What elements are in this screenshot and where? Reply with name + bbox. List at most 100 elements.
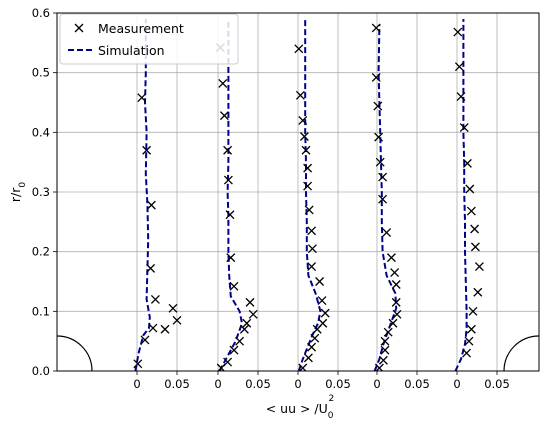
y-tick-label: 0.5 xyxy=(32,66,50,80)
measurement-point xyxy=(148,323,158,333)
measurement-point xyxy=(303,163,313,173)
x-tick-label: 0 xyxy=(453,377,460,391)
legend-simulation-label: Simulation xyxy=(98,43,165,58)
measurement-point xyxy=(371,23,381,33)
measurement-point xyxy=(378,194,388,204)
measurement-point xyxy=(146,200,156,210)
measurement-point xyxy=(303,353,313,363)
simulation-line xyxy=(218,19,244,371)
measurement-point xyxy=(380,345,390,355)
measurement-point xyxy=(388,318,398,328)
measurement-point xyxy=(219,111,229,121)
measurement-point xyxy=(315,277,325,286)
measurement-point xyxy=(133,359,143,369)
measurement-point xyxy=(468,306,478,316)
measurement-point xyxy=(226,253,236,263)
measurement-point xyxy=(466,324,476,334)
legend-measurement-marker xyxy=(74,23,84,33)
measurement-point xyxy=(375,157,385,167)
left-wall-arc xyxy=(57,335,93,371)
x-tick-label: 0 xyxy=(294,377,301,391)
measurement-point xyxy=(150,294,160,304)
measurement-point xyxy=(454,62,464,72)
legend-measurement-label: Measurement xyxy=(98,21,184,36)
measurement-point xyxy=(391,280,401,289)
y-tick-label: 0.6 xyxy=(32,6,50,20)
measurement-point xyxy=(225,210,235,220)
x-tick-label: 0 xyxy=(133,377,140,391)
measurement-point xyxy=(298,115,308,125)
measurement-point xyxy=(307,226,317,236)
y-tick-label: 0.3 xyxy=(32,185,50,199)
x-tick-label: 0.05 xyxy=(325,377,351,391)
measurement-point xyxy=(462,158,472,168)
measurement-point xyxy=(391,297,401,307)
measurement-point xyxy=(172,315,182,325)
x-axis-label: < uu > /U02 xyxy=(266,394,335,421)
plot-frame xyxy=(56,12,540,372)
right-wall-arc xyxy=(503,335,539,371)
measurement-point xyxy=(303,181,313,191)
measurement-point xyxy=(462,348,472,358)
legend-box xyxy=(59,13,239,65)
y-tick-label: 0.4 xyxy=(32,125,50,139)
x-tick-label: 0.05 xyxy=(404,377,430,391)
measurement-point xyxy=(146,263,156,273)
plot-area: 0.0 0.1 0.2 0.3 0.4 0.5 0.6 0 0.05 0 0.05 0 0.05 0 0.0… xyxy=(32,6,540,391)
measurement-point xyxy=(459,123,469,133)
measurement-point xyxy=(235,336,245,346)
measurement-point xyxy=(374,132,384,142)
x-tick-label: 0.05 xyxy=(164,377,190,391)
measurement-point xyxy=(295,90,305,100)
measurement-point xyxy=(386,253,396,263)
measurement-point xyxy=(242,318,252,328)
measurement-point xyxy=(390,268,400,278)
x-tick-label: 0 xyxy=(214,377,221,391)
x-tick-label: 0.05 xyxy=(245,377,271,391)
simulation-line xyxy=(297,19,322,371)
x-tick-label: 0 xyxy=(373,377,380,391)
measurement-point xyxy=(317,296,327,306)
y-axis-label: r/r0 xyxy=(8,182,28,203)
measurement-point xyxy=(380,336,390,346)
measurement-point xyxy=(304,205,314,215)
measurement-point xyxy=(239,324,249,334)
measurement-point xyxy=(160,324,170,334)
measurement-point xyxy=(168,303,178,313)
measurement-point xyxy=(371,72,381,82)
measurement-point xyxy=(307,262,317,272)
measurement-point xyxy=(320,308,330,318)
measurement-point xyxy=(465,184,475,194)
measurement-point xyxy=(245,297,255,307)
simulation-line xyxy=(134,19,151,371)
measurement-point xyxy=(466,206,476,216)
measurement-point xyxy=(456,92,466,101)
x-tick-label: 0.05 xyxy=(484,377,510,391)
measurement-point xyxy=(383,327,393,337)
measurement-point xyxy=(223,175,233,185)
measurement-point xyxy=(137,93,147,103)
measurement-point xyxy=(453,27,463,37)
simulation-line xyxy=(373,24,398,371)
measurement-point xyxy=(223,145,233,155)
measurement-point xyxy=(229,281,239,291)
simulation-line xyxy=(454,19,468,371)
measurement-point xyxy=(248,309,258,319)
y-tick-label: 0.2 xyxy=(32,245,50,259)
measurement-point xyxy=(378,172,388,182)
measurement-point xyxy=(307,244,317,254)
measurement-point xyxy=(301,145,311,155)
measurement-point xyxy=(470,224,480,234)
measurement-point xyxy=(392,309,402,319)
measurement-point xyxy=(470,242,480,252)
measurement-point xyxy=(318,318,328,328)
measurement-point xyxy=(140,335,150,345)
measurement-point xyxy=(142,145,152,155)
measurement-point xyxy=(474,262,484,272)
measurement-point xyxy=(373,101,383,111)
measurement-point xyxy=(218,78,228,88)
measurement-point xyxy=(294,44,304,54)
y-tick-label: 0.1 xyxy=(32,304,50,318)
measurement-point xyxy=(229,345,239,355)
